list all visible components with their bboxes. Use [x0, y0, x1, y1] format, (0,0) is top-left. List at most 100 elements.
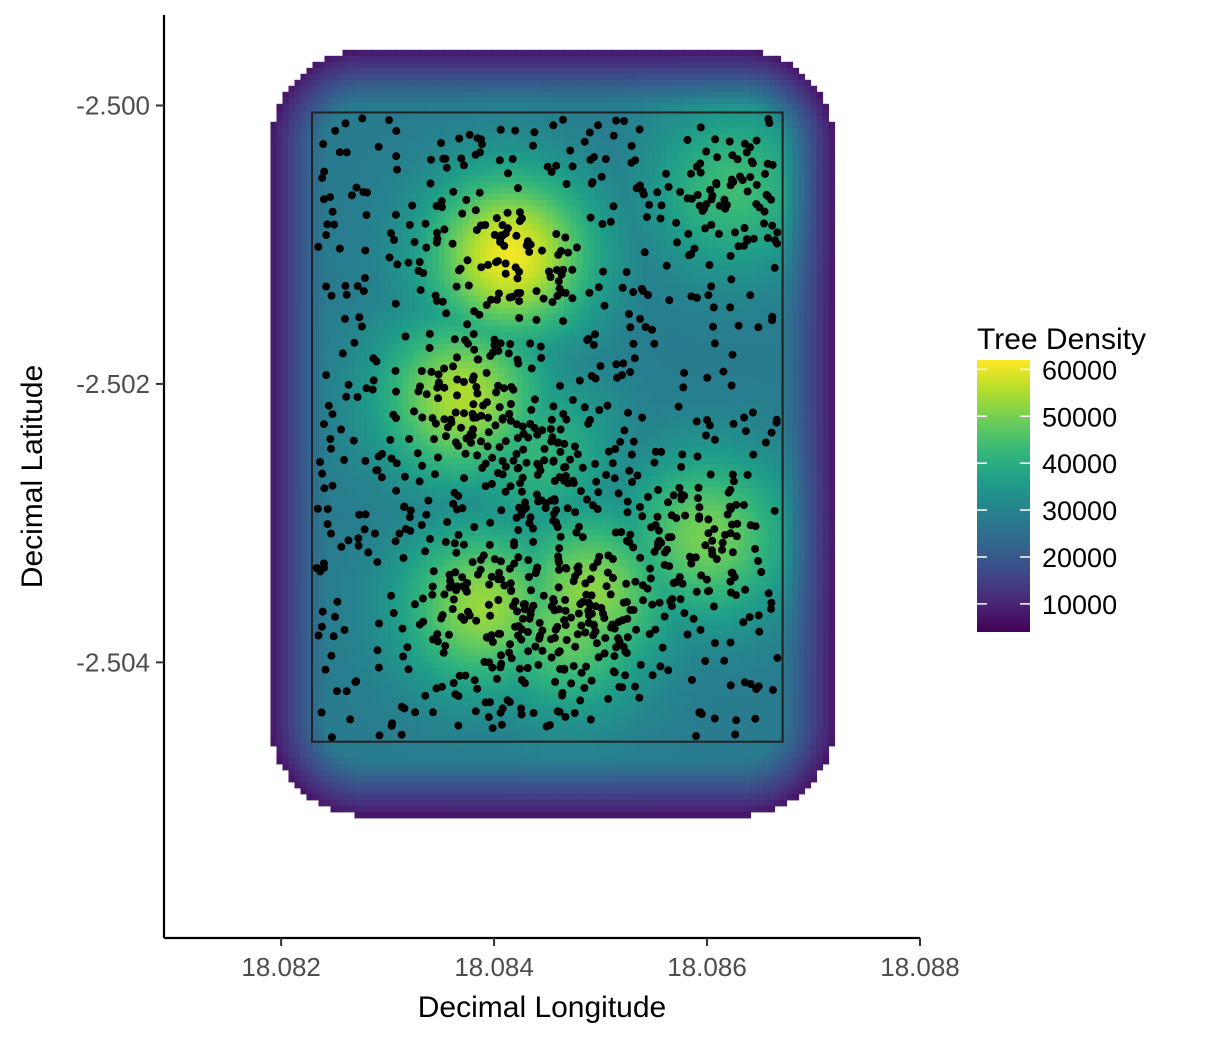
- density-cell: [516, 283, 524, 291]
- density-cell: [822, 229, 830, 237]
- density-cell: [804, 211, 812, 219]
- density-cell: [768, 55, 776, 63]
- density-cell: [798, 325, 806, 333]
- density-cell: [294, 253, 302, 261]
- density-cell: [798, 79, 806, 87]
- density-cell: [420, 295, 428, 303]
- density-cell: [648, 79, 656, 87]
- density-cell: [450, 259, 458, 267]
- density-cell: [312, 121, 320, 129]
- density-cell: [594, 169, 602, 177]
- density-cell: [540, 193, 548, 201]
- density-cell: [570, 85, 578, 93]
- density-cell: [492, 67, 500, 75]
- density-cell: [384, 103, 392, 111]
- density-cell: [444, 187, 452, 195]
- density-cell: [486, 187, 494, 195]
- density-cell: [444, 151, 452, 159]
- density-cell: [618, 325, 626, 333]
- density-cell: [354, 151, 362, 159]
- density-cell: [750, 247, 758, 255]
- density-cell: [570, 313, 578, 321]
- density-cell: [420, 247, 428, 255]
- density-cell: [318, 181, 326, 189]
- density-cell: [618, 313, 626, 321]
- density-cell: [564, 217, 572, 225]
- density-cell: [558, 133, 566, 141]
- density-cell: [312, 217, 320, 225]
- density-cell: [378, 319, 386, 327]
- density-cell: [600, 115, 608, 123]
- density-cell: [444, 91, 452, 99]
- density-cell: [618, 79, 626, 87]
- density-cell: [780, 61, 788, 69]
- density-cell: [408, 133, 416, 141]
- density-cell: [432, 85, 440, 93]
- density-cell: [288, 235, 296, 243]
- density-cell: [774, 169, 782, 177]
- density-cell: [348, 151, 356, 159]
- density-cell: [696, 307, 704, 315]
- density-cell: [612, 259, 620, 267]
- density-cell: [786, 175, 794, 183]
- density-cell: [768, 307, 776, 315]
- density-cell: [774, 217, 782, 225]
- density-cell: [288, 265, 296, 273]
- density-cell: [606, 145, 614, 153]
- density-cell: [294, 121, 302, 129]
- density-cell: [366, 331, 374, 339]
- density-cell: [390, 325, 398, 333]
- density-cell: [282, 235, 290, 243]
- density-cell: [270, 337, 278, 345]
- density-cell: [474, 85, 482, 93]
- density-cell: [654, 91, 662, 99]
- density-cell: [564, 79, 572, 87]
- density-cell: [756, 139, 764, 147]
- density-cell: [384, 175, 392, 183]
- density-cell: [300, 133, 308, 141]
- density-cell: [552, 79, 560, 87]
- density-cell: [534, 217, 542, 225]
- density-cell: [576, 157, 584, 165]
- density-cell: [612, 295, 620, 303]
- density-cell: [336, 313, 344, 321]
- density-cell: [420, 253, 428, 261]
- density-cell: [636, 91, 644, 99]
- density-cell: [624, 133, 632, 141]
- density-cell: [582, 79, 590, 87]
- density-cell: [588, 49, 596, 57]
- density-cell: [588, 97, 596, 105]
- density-cell: [402, 247, 410, 255]
- density-cell: [642, 367, 650, 375]
- density-cell: [648, 55, 656, 63]
- density-cell: [720, 355, 728, 363]
- density-cell: [558, 73, 566, 81]
- density-cell: [744, 67, 752, 75]
- density-cell: [522, 295, 530, 303]
- density-cell: [444, 343, 452, 351]
- density-cell: [480, 73, 488, 81]
- density-cell: [282, 337, 290, 345]
- density-cell: [432, 343, 440, 351]
- density-cell: [396, 235, 404, 243]
- density-cell: [396, 67, 404, 75]
- density-cell: [582, 199, 590, 207]
- density-cell: [456, 55, 464, 63]
- density-cell: [648, 313, 656, 321]
- density-cell: [378, 343, 386, 351]
- density-cell: [426, 235, 434, 243]
- density-cell: [654, 103, 662, 111]
- density-cell: [378, 205, 386, 213]
- density-cell: [432, 115, 440, 123]
- density-cell: [696, 343, 704, 351]
- density-cell: [810, 223, 818, 231]
- density-cell: [474, 103, 482, 111]
- density-cell: [612, 313, 620, 321]
- density-cell: [828, 181, 836, 189]
- density-cell: [438, 133, 446, 141]
- density-cell: [660, 241, 668, 249]
- density-cell: [606, 283, 614, 291]
- density-cell: [474, 235, 482, 243]
- density-cell: [270, 211, 278, 219]
- density-cell: [702, 139, 710, 147]
